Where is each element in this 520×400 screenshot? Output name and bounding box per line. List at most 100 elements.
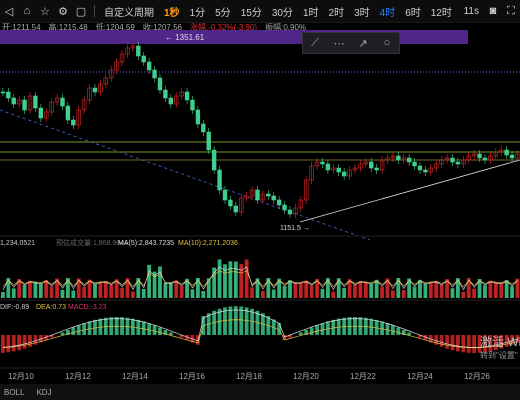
- macd-bar: [239, 306, 244, 335]
- volume-bar: [466, 278, 471, 298]
- candles-group: [0, 42, 520, 218]
- volume-bar: [358, 281, 363, 298]
- interval-1m[interactable]: 1分: [189, 7, 206, 19]
- custom-period-button[interactable]: 自定义周期: [104, 7, 154, 19]
- interval-30m[interactable]: 30分: [271, 7, 293, 19]
- candle: [49, 101, 54, 113]
- date-tick-label: 12月20: [293, 372, 319, 381]
- volume-bar: [423, 283, 428, 298]
- candle: [439, 159, 444, 165]
- low-price-marker: 1151.5 →: [280, 225, 310, 232]
- volume-bar: [439, 284, 444, 298]
- candle: [152, 69, 157, 79]
- volume-bar: [87, 279, 92, 298]
- volume-bar: [483, 285, 487, 298]
- down-trend-line: [0, 109, 371, 241]
- macd-bar: [391, 325, 395, 335]
- candle: [363, 161, 369, 165]
- candle: [65, 105, 71, 121]
- open-price: 开:1211.54: [2, 23, 41, 32]
- volume-bar: [477, 278, 482, 298]
- volume-bar: [374, 279, 379, 298]
- macd-bar: [49, 335, 54, 338]
- candle: [11, 97, 16, 105]
- volume-bar: [326, 278, 330, 298]
- candle: [179, 91, 184, 97]
- candle: [461, 159, 466, 165]
- macd-bar: [331, 319, 336, 335]
- hline-tool-icon[interactable]: ⋯: [333, 37, 345, 50]
- volume-estimate: 预估成交量:1,868.9644: [56, 238, 128, 247]
- circle-tool-icon[interactable]: ○: [383, 37, 391, 49]
- volume-ma10: MA(10):2,271.2036: [178, 240, 238, 247]
- volume-bar: [22, 285, 27, 298]
- candle: [434, 163, 439, 169]
- interval-12h[interactable]: 12时: [430, 7, 452, 19]
- home-icon[interactable]: ⌂: [23, 5, 31, 17]
- interval-1s[interactable]: 1秒: [164, 7, 180, 19]
- interval-5m[interactable]: 5分: [215, 7, 231, 19]
- volume-bar: [428, 282, 433, 298]
- volume-bar: [401, 290, 406, 298]
- star-icon[interactable]: ☆: [40, 5, 50, 18]
- candle: [92, 87, 98, 93]
- candle: [136, 45, 141, 57]
- settings-icon[interactable]: ⚙: [58, 5, 68, 18]
- interval-15m[interactable]: 15分: [240, 7, 262, 19]
- macd-bar: [445, 335, 449, 349]
- macd-bar: [380, 321, 384, 335]
- candle: [471, 153, 477, 157]
- volume-bar: [412, 286, 417, 298]
- macd-bar: [1, 335, 5, 353]
- volume-bar: [109, 284, 114, 298]
- volume-bar: [271, 289, 276, 298]
- interval-3h[interactable]: 3时: [354, 7, 370, 19]
- tab-boll[interactable]: BOLL: [4, 387, 25, 397]
- lock-icon[interactable]: ▢: [75, 5, 87, 18]
- candle: [206, 131, 211, 151]
- candle: [428, 167, 434, 173]
- change-value: 涨幅:-0.32%(-3.90): [189, 23, 258, 32]
- candle: [87, 87, 92, 101]
- line-tool-icon[interactable]: ⟋: [311, 36, 319, 49]
- low-price: 低:1204.59: [95, 23, 135, 32]
- candle: [444, 157, 450, 161]
- interval-4h[interactable]: 4时: [379, 7, 396, 19]
- volume-bar: [493, 282, 498, 298]
- candle: [239, 197, 244, 213]
- volume-bar: [131, 291, 135, 298]
- camera-icon[interactable]: ◙: [489, 5, 497, 17]
- candle: [44, 111, 49, 119]
- macd-bar: [407, 332, 412, 335]
- candle: [195, 109, 201, 125]
- candle: [352, 167, 358, 171]
- macd-bar: [255, 310, 260, 335]
- candle: [60, 97, 65, 107]
- candle: [293, 207, 298, 215]
- macd-bar: [504, 335, 509, 347]
- volume-bar: [33, 282, 38, 298]
- candle: [314, 161, 320, 167]
- volume-bar: [244, 259, 249, 298]
- macd-bar: [158, 327, 162, 335]
- interval-2h[interactable]: 2时: [328, 7, 345, 19]
- candle: [396, 155, 401, 161]
- macd-bar: [401, 329, 406, 335]
- high-price: 高:1215.48: [48, 23, 88, 32]
- candle: [347, 169, 352, 177]
- volume-bar: [1, 292, 5, 298]
- macd-bar: [228, 306, 233, 335]
- fullscreen-icon[interactable]: ⛶: [507, 4, 515, 17]
- interval-1h[interactable]: 1时: [302, 7, 319, 19]
- candle: [260, 193, 266, 201]
- tab-kdj[interactable]: KDJ: [36, 387, 52, 397]
- candle: [228, 199, 233, 207]
- back-icon[interactable]: ◁: [4, 5, 14, 18]
- volume-bar: [125, 278, 130, 298]
- ray-tool-icon[interactable]: ↗: [358, 37, 368, 50]
- volume-bar: [396, 278, 401, 298]
- interval-6h[interactable]: 6时: [405, 7, 421, 19]
- volume-bar: [11, 288, 16, 298]
- candle: [38, 107, 44, 119]
